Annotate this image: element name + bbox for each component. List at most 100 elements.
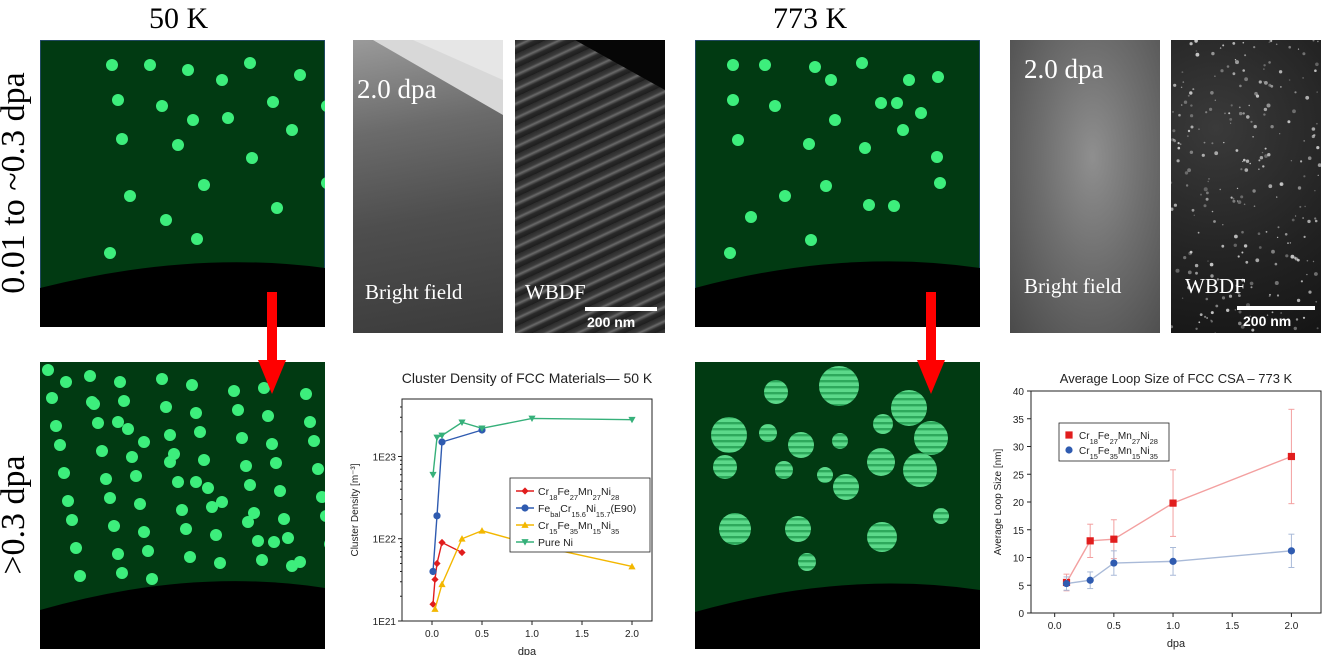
cluster-dot [286,124,298,136]
wbdf-speckle [1266,314,1269,316]
cluster-dot [222,112,234,124]
wbdf-speckle [1177,142,1180,145]
wbdf-speckle [1216,278,1220,281]
wbdf-speckle [1189,150,1194,154]
cluster-dot [74,570,86,582]
series-line [1066,550,1292,585]
series-line [1065,455,1292,583]
wbdf-speckle [1210,274,1214,278]
scale-bar-label-773k: 200 nm [1243,313,1292,329]
x-tick-label: 1.5 [1225,621,1239,632]
wbdf-speckle [1173,83,1177,87]
data-point [433,559,441,568]
cluster-dot [124,190,136,202]
y-tick-label: 25 [1013,470,1025,481]
data-point [431,575,439,584]
wbdf-speckle [1280,86,1282,88]
wbdf-speckle [1258,168,1260,170]
wbdf-speckle [1198,128,1200,130]
wbdf-speckle [1278,70,1283,74]
cluster-dot [825,74,837,86]
wbdf-speckle [1187,285,1191,290]
y-tick-label: 1E22 [373,535,397,546]
wbdf-speckle [1195,271,1198,275]
wbdf-speckle [1266,103,1271,108]
legend-entry: Cr15Fe35Mn15Ni35 [538,520,619,536]
wbdf-speckle [1200,193,1202,196]
wbdf-speckle [1317,174,1319,176]
dislocation-loop [719,513,751,545]
data-point [528,415,536,423]
wbdf-speckle [1230,122,1232,124]
data-point [478,425,486,432]
cluster-dot [308,435,320,447]
cluster-dot [182,64,194,76]
wbdf-speckle [1215,304,1219,308]
wbdf-speckle [1316,327,1319,330]
data-point [458,548,466,557]
wbdf-speckle [1235,149,1239,152]
series-line [432,417,633,475]
legend-entry: Cr18Fe27Mn27Ni28 [538,486,619,502]
wbdf-speckle [1306,273,1308,276]
wbdf-speckle [1230,196,1233,199]
wbdf-speckle [1243,203,1246,206]
dislocation-loop [788,432,814,458]
wbdf-speckle [1180,86,1183,88]
wbdf-speckle [1293,326,1297,331]
wbdf-speckle [1173,138,1175,141]
cluster-dot [312,463,324,475]
wbdf-speckle [1213,220,1216,223]
wbdf-speckle [1238,321,1242,326]
scale-bar-label-50k: 200 nm [587,314,636,330]
data-point [628,416,636,424]
cluster-dot [258,382,270,394]
cluster-dot [54,439,66,451]
wbdf-speckle [1242,112,1245,115]
x-tick-label: 1.5 [575,629,589,640]
wbdf-speckle [1268,184,1273,189]
series-line [432,429,483,572]
cluster-dot [216,74,228,86]
wbdf-speckle [1210,91,1214,95]
legend-entry: FebalCr15.6Ni15.7(E90) [538,503,636,519]
dislocation-loop [914,421,948,455]
wbdf-speckle [1303,235,1306,238]
wbdf-speckle [1296,298,1301,303]
data-point [438,438,446,446]
wbdf-speckle [1171,207,1174,211]
wbdf-speckle [1222,224,1224,226]
cluster-dot [70,542,82,554]
x-tick-label: 0.5 [1107,621,1121,632]
y-tick-label: 1E21 [373,617,397,628]
cluster-dot [62,495,74,507]
wbdf-speckle [1197,231,1200,234]
cluster-dot [116,133,128,145]
cluster-dot [126,451,138,463]
y-tick-label: 0 [1018,609,1024,620]
wbdf-speckle [1237,255,1240,258]
cluster-density-chart: Cluster Density of FCC Materials— 50 K 0.… [350,370,653,655]
wbdf-speckle [1179,143,1182,146]
wbdf-speckle [1314,272,1318,276]
wbdf-speckle [1255,94,1260,98]
wbdf-speckle [1297,186,1302,190]
cluster-dot [100,473,112,485]
wbdf-speckle [1265,231,1268,233]
wbdf-speckle [1224,112,1226,115]
legend-marker [1065,431,1073,439]
wbdf-speckle [1203,141,1206,144]
cluster-dot [114,376,126,388]
wbdf-speckle [1299,205,1302,208]
data-point [458,419,466,426]
cluster-dot [156,373,168,385]
wbdf-speckle [1209,107,1213,111]
wbdf-speckle [1261,151,1264,154]
wbdf-speckle [1184,171,1189,175]
chart-title: Cluster Density of FCC Materials— 50 K [402,370,653,386]
side-label-low-dose: 0.01 to ~0.3 dpa [0,72,32,294]
cluster-dot [859,142,871,154]
wbdf-speckle [1209,262,1214,267]
cluster-dot [86,396,98,408]
chart-title: Average Loop Size of FCC CSA – 773 K [1060,371,1293,386]
